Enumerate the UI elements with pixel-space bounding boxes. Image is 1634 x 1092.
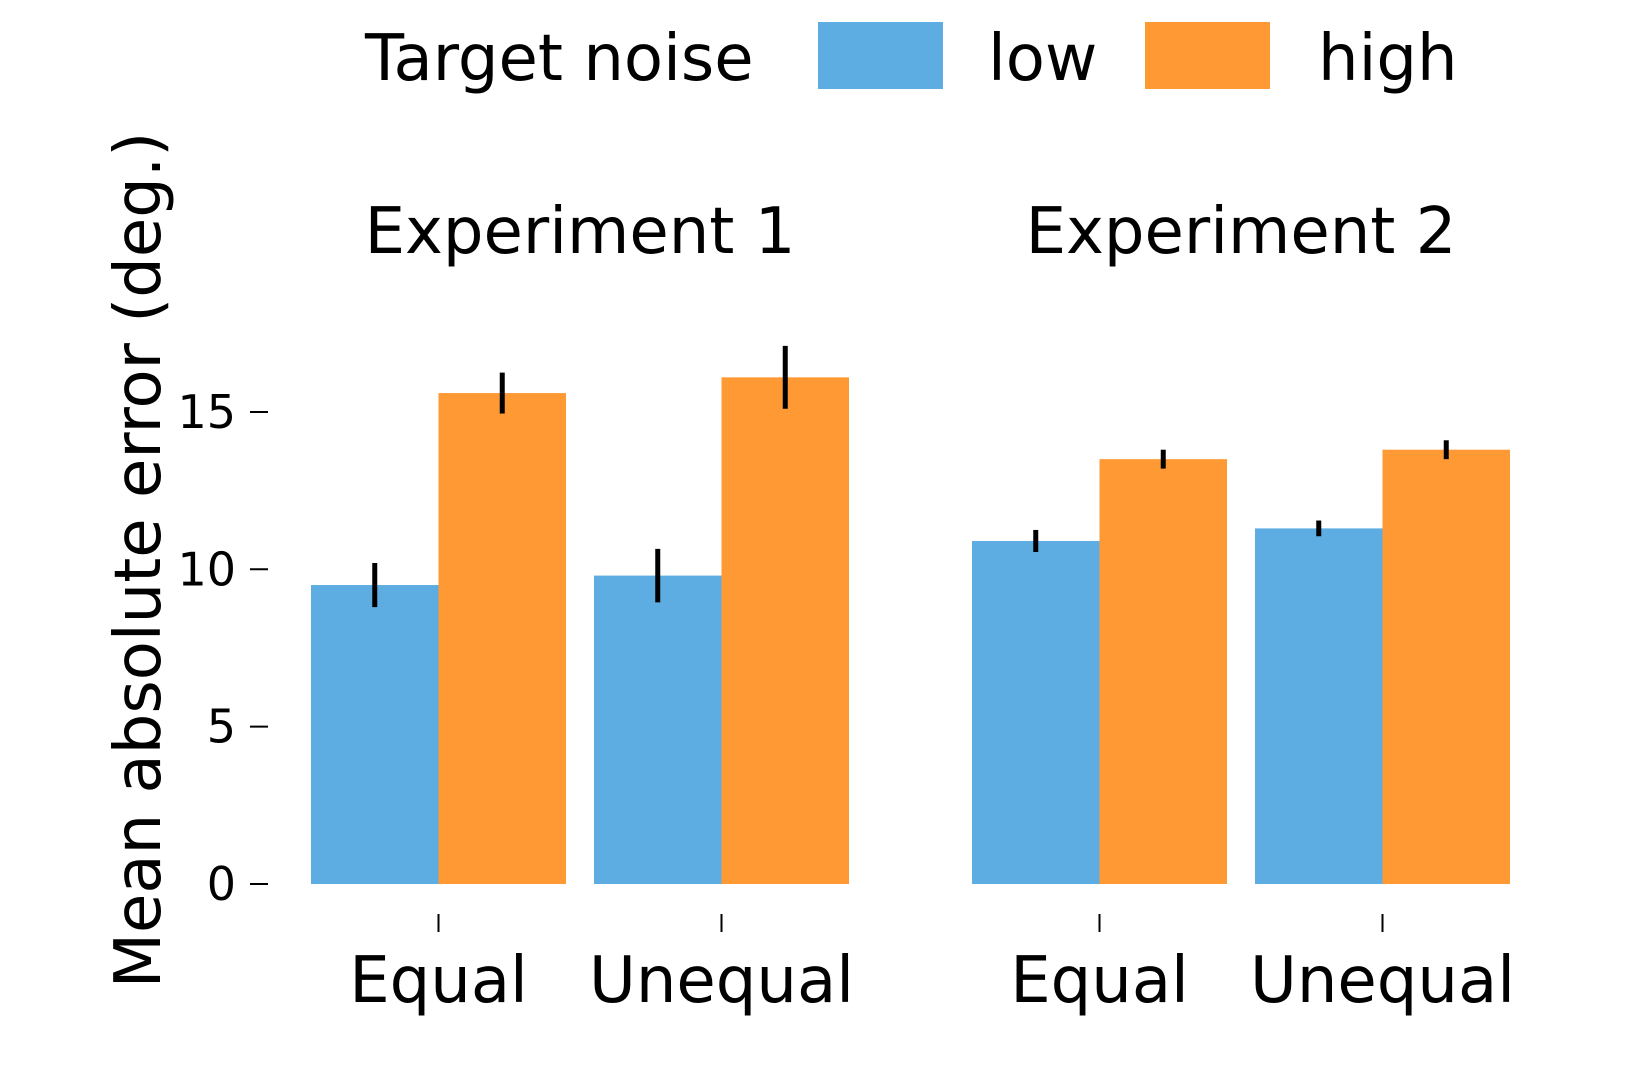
y-axis-label: Mean absolute error (deg.) <box>102 132 176 988</box>
panel-title: Experiment 1 <box>365 195 796 269</box>
legend-label-low: low <box>988 22 1097 96</box>
bar-high-equal <box>1099 459 1227 884</box>
bar-high-equal <box>438 393 566 884</box>
legend-label-high: high <box>1318 22 1458 96</box>
panel-2: Experiment 2 Equal Unequal <box>972 195 1515 1018</box>
y-tick-label: 15 <box>177 385 236 439</box>
bar-high-unequal <box>1382 449 1510 884</box>
y-axis: 0 5 10 15 <box>177 385 268 911</box>
legend-swatch-low <box>818 22 943 89</box>
bar-high-unequal <box>721 377 849 884</box>
x-tick-label: Equal <box>1010 944 1189 1018</box>
panel-1: Experiment 1 Equal Unequal <box>311 195 854 1018</box>
bar-low-equal <box>972 540 1100 884</box>
bar-low-equal <box>311 585 439 884</box>
y-tick-label: 5 <box>207 700 236 754</box>
legend: Target noise low high <box>364 22 1458 96</box>
bar-low-unequal <box>1255 528 1383 884</box>
x-tick-label: Unequal <box>1250 944 1515 1018</box>
x-tick-label: Equal <box>349 944 528 1018</box>
panel-title: Experiment 2 <box>1026 195 1457 269</box>
x-tick-label: Unequal <box>589 944 854 1018</box>
bar-low-unequal <box>594 575 722 884</box>
panels: Experiment 1 Equal Unequal Experiment 2 Equa… <box>311 195 1515 1018</box>
legend-swatch-high <box>1145 22 1270 89</box>
y-tick-label: 0 <box>207 857 236 911</box>
legend-title: Target noise <box>364 22 754 96</box>
y-tick-label: 10 <box>177 542 236 596</box>
